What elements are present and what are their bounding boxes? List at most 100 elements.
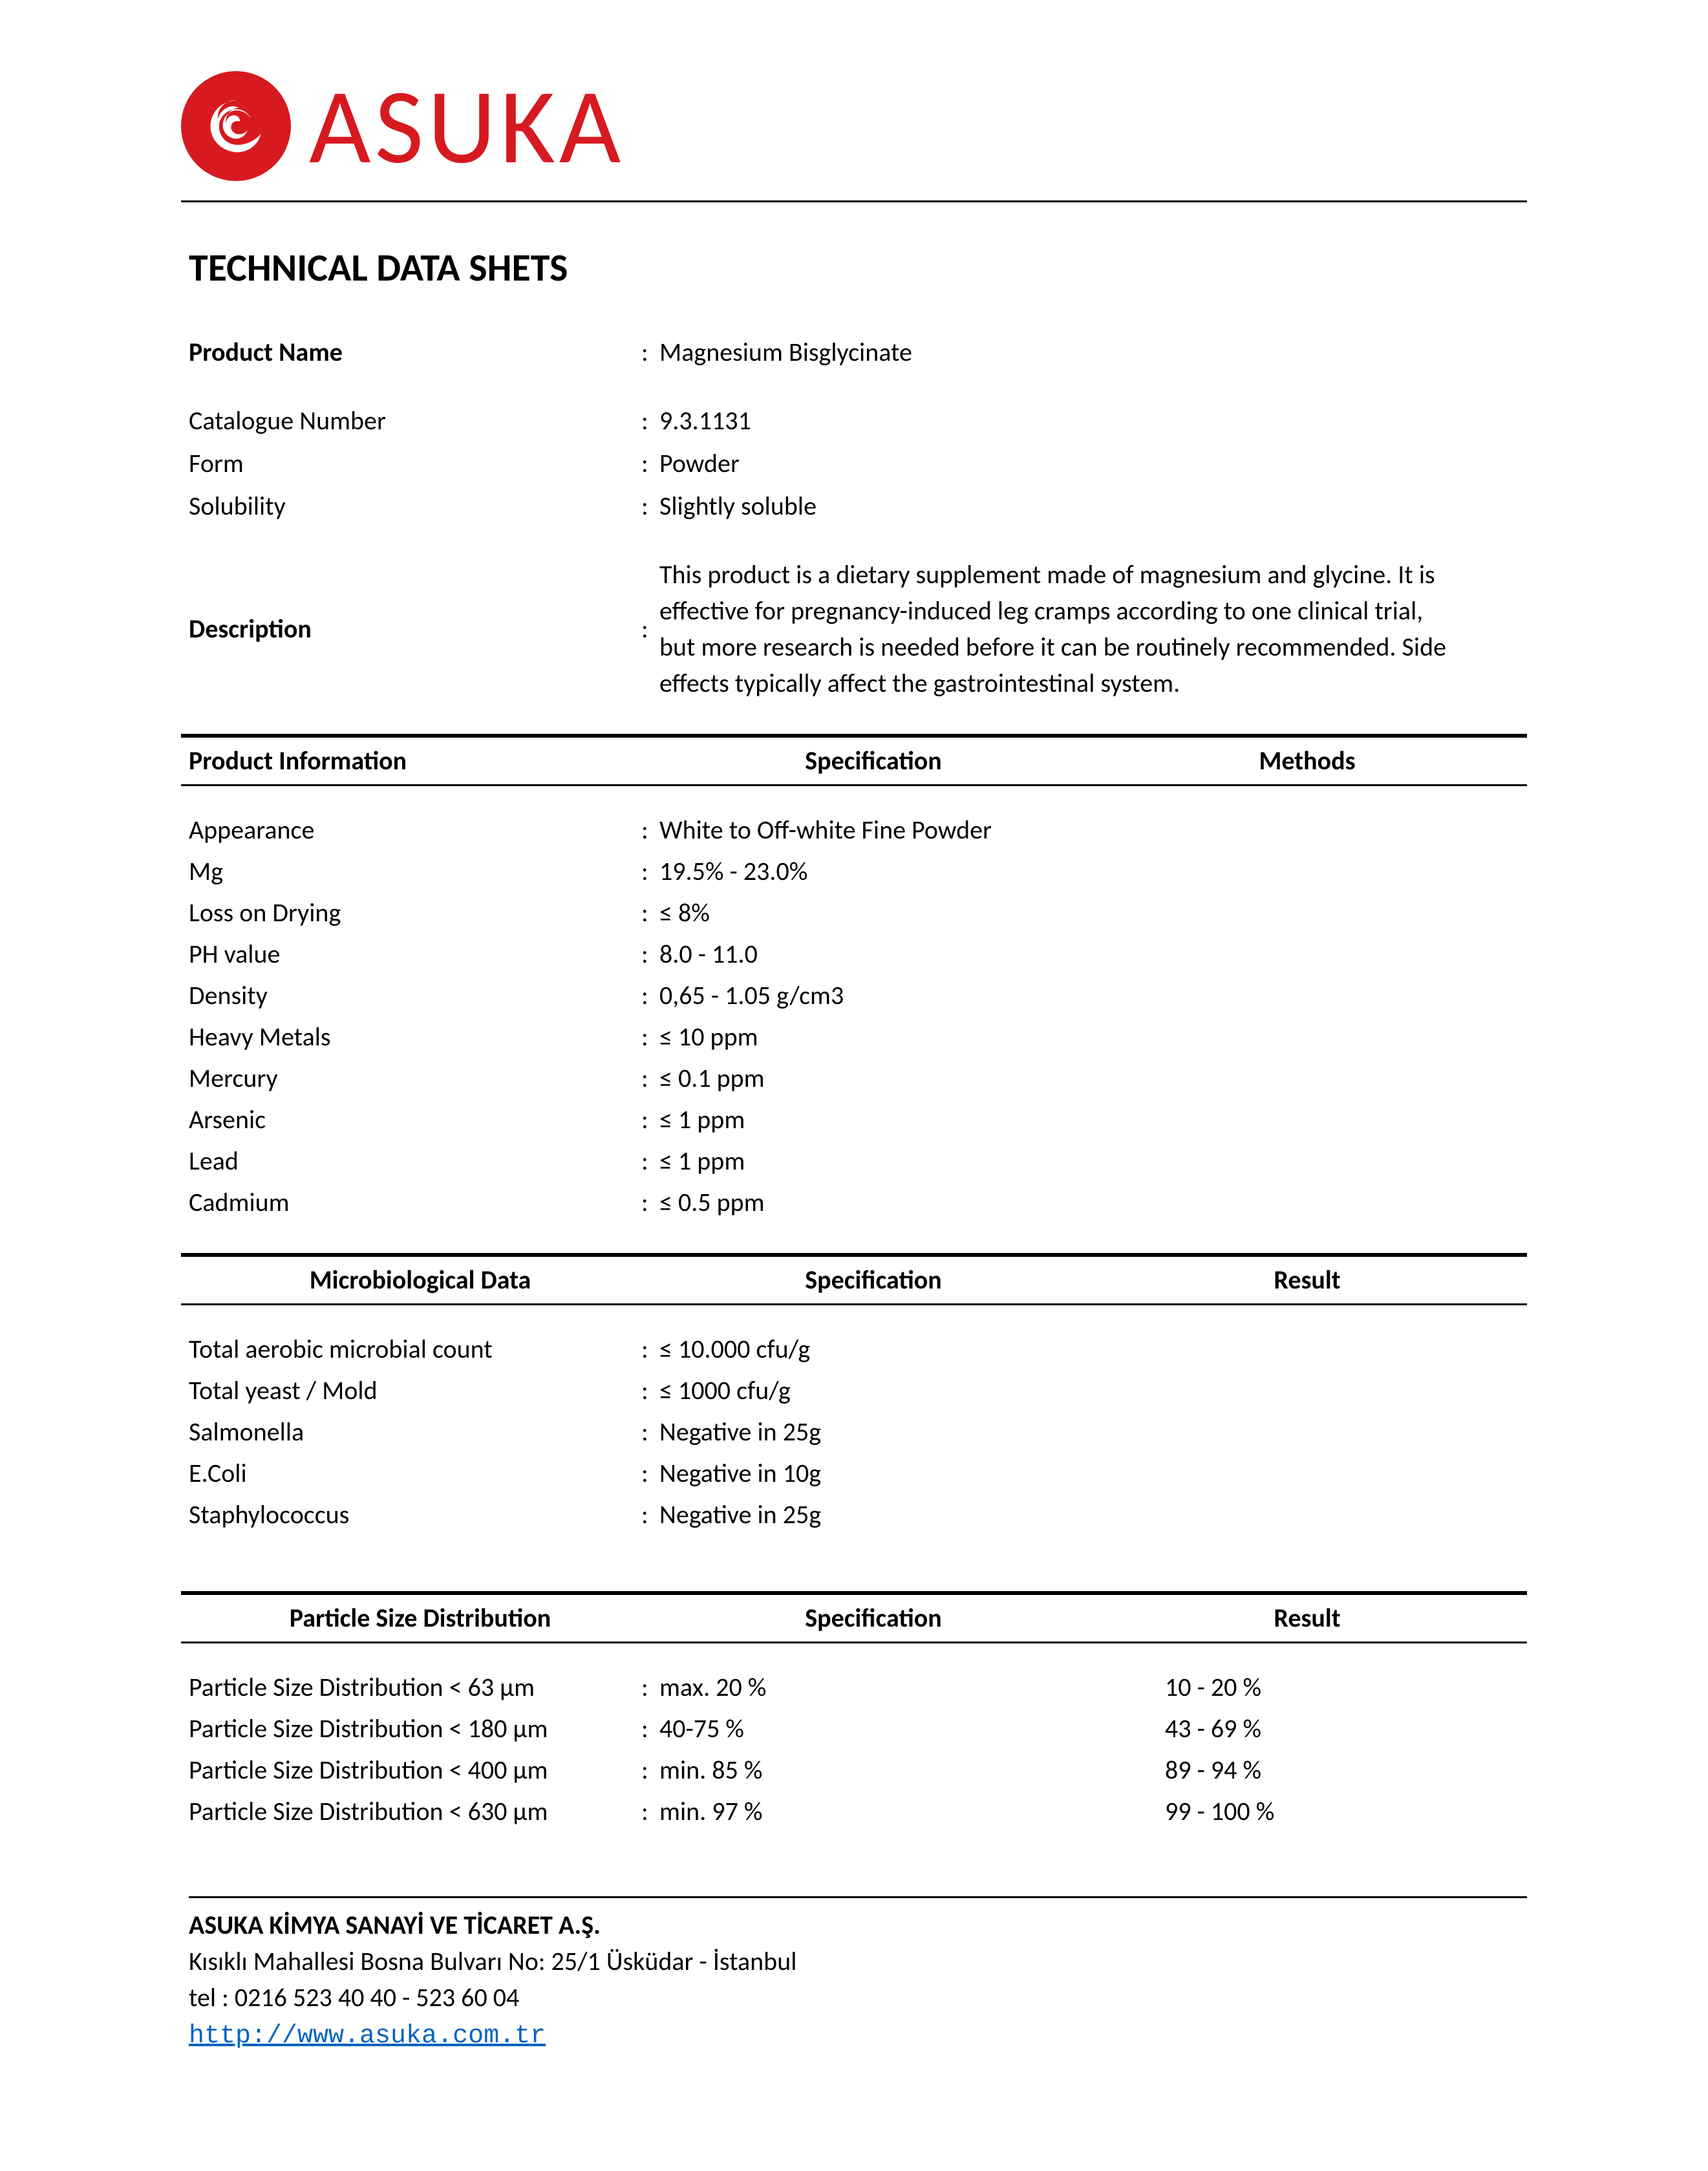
row-spec: White to Off-white Fine Powder — [659, 812, 1527, 848]
row-label: Heavy Metals — [189, 1019, 641, 1055]
colon: : — [641, 445, 659, 482]
row-label: PH value — [189, 936, 641, 972]
row-spec: ≤ 1 ppm — [659, 1102, 1527, 1138]
row-result: 43 - 69 % — [1087, 1711, 1527, 1747]
row-label: Staphylococcus — [189, 1497, 641, 1533]
label-product-name: Product Name — [189, 334, 641, 370]
row-spec: min. 85 % — [659, 1752, 1087, 1788]
row-result: 89 - 94 % — [1087, 1752, 1527, 1788]
block-product-info: Appearance:White to Off-white Fine Powde… — [189, 812, 1527, 1221]
row-spec: ≤ 0.5 ppm — [659, 1184, 1527, 1221]
table-row: Mercury:≤ 0.1 ppm — [189, 1060, 1527, 1096]
row-label: Appearance — [189, 812, 641, 848]
row-label: Total aerobic microbial count — [189, 1331, 641, 1367]
header-col-specification: Specification — [659, 1600, 1087, 1636]
table-row: Density:0,65 - 1.05 g/cm3 — [189, 978, 1527, 1014]
table-row: Particle Size Distribution < 180 µm: 40-… — [189, 1711, 1527, 1747]
row-result: 99 - 100 % — [1087, 1793, 1527, 1830]
row-solubility: Solubility : Slightly soluble — [189, 488, 1527, 524]
colon: : — [641, 1143, 659, 1179]
row-label: Particle Size Distribution < 63 µm — [189, 1669, 641, 1706]
logo-text: ASUKA — [309, 73, 624, 180]
row-label: Total yeast / Mold — [189, 1373, 641, 1409]
colon: : — [641, 1752, 659, 1788]
colon: : — [641, 1331, 659, 1367]
colon: : — [641, 1455, 659, 1492]
footer-rule — [189, 1896, 1527, 1898]
header-col-specification: Specification — [659, 743, 1087, 779]
table-row: Total aerobic microbial count:≤ 10.000 c… — [189, 1331, 1527, 1367]
row-label: Cadmium — [189, 1184, 641, 1221]
header-rule — [181, 200, 1527, 202]
row-label: Mercury — [189, 1060, 641, 1096]
row-spec: Negative in 25g — [659, 1497, 1527, 1533]
colon: : — [641, 812, 659, 848]
row-spec: min. 97 % — [659, 1793, 1087, 1830]
row-label: Particle Size Distribution < 180 µm — [189, 1711, 641, 1747]
footer-company: ASUKA KİMYA SANAYİ VE TİCARET A.Ş. — [189, 1907, 1527, 1943]
section-header-micro: Microbiological Data Specification Resul… — [181, 1253, 1527, 1305]
row-product-name: Product Name : Magnesium Bisglycinate — [189, 334, 1527, 370]
table-row: Mg:19.5% - 23.0% — [189, 853, 1527, 890]
row-spec: ≤ 10 ppm — [659, 1019, 1527, 1055]
colon: : — [641, 403, 659, 439]
section-header-product-info: Product Information Specification Method… — [181, 734, 1527, 786]
table-row: Loss on Drying:≤ 8% — [189, 895, 1527, 931]
table-row: Staphylococcus:Negative in 25g — [189, 1497, 1527, 1533]
footer-link[interactable]: http://www.asuka.com.tr — [189, 2022, 546, 2051]
colon: : — [641, 488, 659, 524]
table-row: Total yeast / Mold:≤ 1000 cfu/g — [189, 1373, 1527, 1409]
colon: : — [641, 611, 659, 647]
colon: : — [641, 334, 659, 370]
row-description: Description : This product is a dietary … — [189, 557, 1527, 701]
footer-address: Kısıklı Mahallesi Bosna Bulvarı No: 25/1… — [189, 1943, 1527, 1980]
row-spec: 8.0 - 11.0 — [659, 936, 1527, 972]
footer: ASUKA KİMYA SANAYİ VE TİCARET A.Ş. Kısık… — [189, 1896, 1527, 2055]
row-label: Salmonella — [189, 1414, 641, 1450]
label-description: Description — [189, 611, 641, 647]
value-description: This product is a dietary supplement mad… — [659, 557, 1461, 701]
table-row: Appearance:White to Off-white Fine Powde… — [189, 812, 1527, 848]
header-col-methods: Methods — [1087, 743, 1527, 779]
colon: : — [641, 1793, 659, 1830]
colon: : — [641, 853, 659, 890]
row-spec: Negative in 10g — [659, 1455, 1527, 1492]
row-spec: 19.5% - 23.0% — [659, 853, 1527, 890]
value-solubility: Slightly soluble — [659, 488, 1527, 524]
colon: : — [641, 1019, 659, 1055]
row-spec: 40-75 % — [659, 1711, 1087, 1747]
row-form: Form : Powder — [189, 445, 1527, 482]
footer-tel: tel : 0216 523 40 40 - 523 60 04 — [189, 1980, 1527, 2016]
logo-row: ASUKA — [181, 71, 1527, 181]
header-col-particle: Particle Size Distribution — [181, 1600, 659, 1636]
row-label: Lead — [189, 1143, 641, 1179]
row-spec: ≤ 1 ppm — [659, 1143, 1527, 1179]
colon: : — [641, 895, 659, 931]
header-col-product-info: Product Information — [181, 743, 659, 779]
logo-swirl-icon — [206, 96, 267, 157]
label-form: Form — [189, 445, 641, 482]
colon: : — [641, 1414, 659, 1450]
colon: : — [641, 1102, 659, 1138]
table-row: Cadmium:≤ 0.5 ppm — [189, 1184, 1527, 1221]
row-spec: ≤ 8% — [659, 895, 1527, 931]
row-spec: ≤ 1000 cfu/g — [659, 1373, 1527, 1409]
header-col-result: Result — [1087, 1600, 1527, 1636]
colon: : — [641, 1669, 659, 1706]
table-row: Particle Size Distribution < 630 µm:min.… — [189, 1793, 1527, 1830]
label-catalogue: Catalogue Number — [189, 403, 641, 439]
row-label: Particle Size Distribution < 400 µm — [189, 1752, 641, 1788]
row-spec: ≤ 10.000 cfu/g — [659, 1331, 1527, 1367]
logo-mark — [181, 71, 291, 181]
block-particle: Particle Size Distribution < 63 µm:max. … — [189, 1669, 1527, 1830]
table-row: Lead:≤ 1 ppm — [189, 1143, 1527, 1179]
row-label: Loss on Drying — [189, 895, 641, 931]
section-header-particle: Particle Size Distribution Specification… — [181, 1591, 1527, 1643]
row-result: 10 - 20 % — [1087, 1669, 1527, 1706]
row-spec: ≤ 0.1 ppm — [659, 1060, 1527, 1096]
colon: : — [641, 978, 659, 1014]
header-col-result: Result — [1087, 1262, 1527, 1298]
label-solubility: Solubility — [189, 488, 641, 524]
header-col-specification: Specification — [659, 1262, 1087, 1298]
table-row: Particle Size Distribution < 63 µm:max. … — [189, 1669, 1527, 1706]
